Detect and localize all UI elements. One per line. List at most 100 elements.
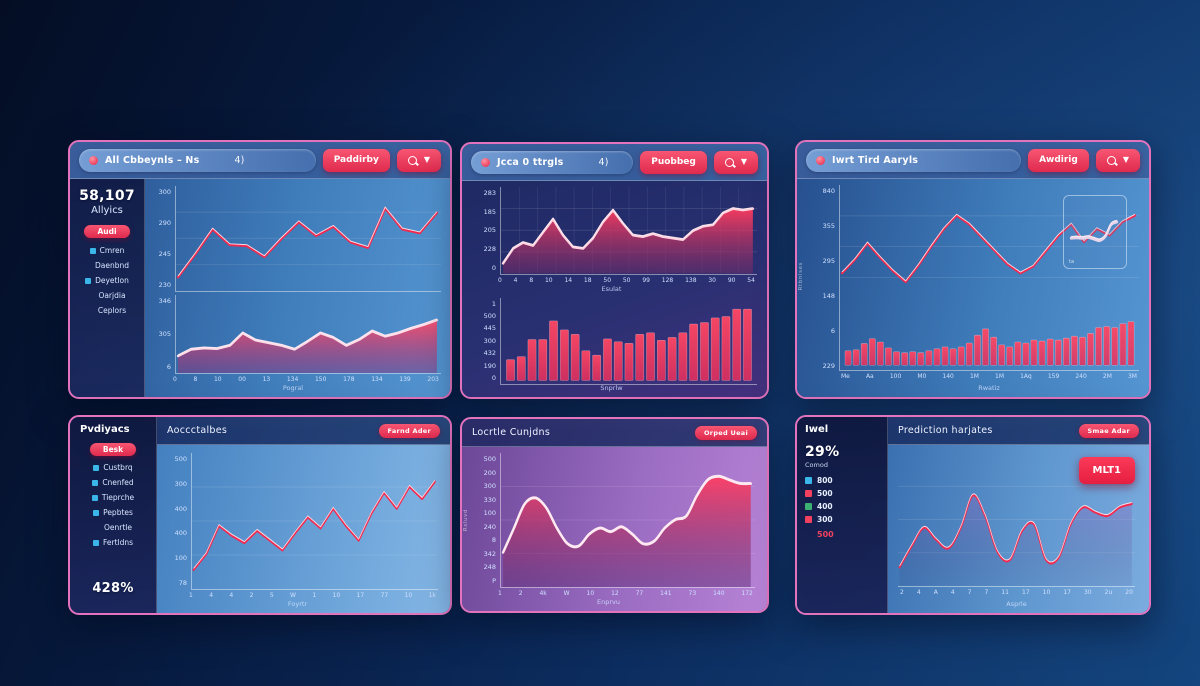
panel4-header: Aoccctalbes Farnd Ader [157, 417, 450, 445]
axis-tick-label: 7 [967, 589, 972, 596]
menu-item-label: Deyetlon [95, 276, 129, 285]
bar-chart [500, 297, 757, 385]
panel-area-bars: Jcca 0 ttrgls 4) Puobbeg ▼ 283 185 205 228 0… [460, 142, 769, 399]
axis-tick-label: 0 [491, 373, 496, 382]
sidebar-menu-item[interactable]: Tieprche [74, 491, 152, 505]
inset-sparkline-chart [1069, 219, 1119, 243]
menu-item-label: Tieprche [101, 493, 135, 502]
axis-tick-label: 140 [713, 590, 725, 597]
sidebar-menu-item[interactable]: Fertldns [74, 536, 152, 550]
menu-item-label: Custbrq [103, 463, 133, 472]
axis-tick-label: 138 [685, 276, 697, 284]
menu-item-label: Cmren [99, 246, 125, 255]
axis-tick-label: 139 [399, 376, 411, 383]
axis-tick-label: 228 [483, 244, 496, 253]
axis-tick-label: 20 [1125, 589, 1133, 596]
sidebar-menu-item[interactable]: Daenbnd [70, 259, 144, 273]
y-axis-title: Rtbnlses [798, 261, 804, 291]
audit-pill-button[interactable]: Audi [84, 225, 130, 238]
x-axis-ticks: 0 8 10 00 13 134 150 178 134 139 203 [171, 374, 441, 383]
panel-performance: Pvdiyacs Besk Custbrq Cnenfed [68, 415, 452, 615]
stat-label: Comod [805, 461, 828, 469]
menu-item-label: Ceplors [97, 306, 127, 315]
axis-tick-label: 141 [660, 590, 672, 597]
axis-tick-label: 10 [404, 592, 413, 599]
panel-locale-area: Locrtle Cunjdns Orped Ueai Rsluvd 500 200… [460, 417, 769, 613]
panel4-sidebar: Pvdiyacs Besk Custbrq Cnenfed [70, 417, 157, 613]
axis-tick-label: 1M [969, 373, 979, 380]
axis-tick-label: 100 [174, 554, 187, 563]
axis-tick-label: 17 [1022, 589, 1030, 596]
panel-trend-analysis: Iwrt Tird Aaryls Awdirig ▼ Rtbnlses 840 3… [795, 140, 1151, 399]
axis-tick-label: 10 [586, 590, 595, 597]
sidebar-menu-item[interactable]: Oarjdia [70, 289, 144, 303]
sidebar-menu-item[interactable]: Pepbtes [74, 506, 152, 520]
sidebar-menu-item[interactable]: Cmren [70, 244, 144, 258]
axis-tick-label: 355 [822, 222, 835, 230]
legend-label: 500 [817, 489, 833, 498]
axis-tick-label: 1 [312, 592, 317, 599]
sidebar-menu-item[interactable]: Cnenfed [74, 476, 152, 490]
sidebar-menu-item[interactable]: Oenrtle [74, 521, 152, 535]
axis-tick-label: 10 [544, 276, 553, 284]
axis-tick-label: 172 [741, 590, 753, 597]
axis-tick-label: 229 [822, 362, 835, 370]
x-axis-label: Snprlw [600, 384, 623, 392]
y-axis-ticks: 1 500 445 300 432 190 0 [466, 298, 500, 385]
axis-tick-label: 240 [483, 522, 496, 531]
axis-tick-label: P [492, 576, 496, 585]
smooth-area-chart [500, 453, 755, 588]
search-filter-button[interactable]: ▼ [1095, 148, 1140, 172]
share-button[interactable]: Smae Adar [1078, 423, 1139, 438]
sidebar-title: Pvdiyacs [80, 424, 130, 435]
axis-tick-label: 4k [539, 590, 547, 597]
axis-tick-label: 295 [822, 257, 835, 265]
axis-tick-label: 840 [822, 187, 835, 195]
panel-channels-overview: All Cbbeynls – Ns 4) Paddirby ▼ 58,107 A… [68, 140, 452, 399]
axis-tick-label: 10 [213, 376, 222, 383]
search-count-badge: 4) [598, 156, 609, 168]
axis-tick-label: 0 [498, 276, 502, 284]
axis-tick-label: 150 [314, 376, 327, 383]
axis-tick-label: A [933, 589, 938, 596]
export-button[interactable]: Orped Ueai [694, 425, 757, 440]
sidebar-menu-item[interactable]: Ceplors [70, 304, 144, 318]
axis-tick-label: 17 [356, 592, 365, 599]
axis-tick-label: 0 [173, 376, 177, 383]
filter-icon: ▼ [1122, 155, 1129, 164]
sidebar-menu-item[interactable]: Deyetlon [70, 274, 144, 288]
x-axis-label: Foyrtr [287, 600, 308, 608]
prediction-callout-badge: MLT1 [1078, 457, 1135, 484]
pending-button[interactable]: Puobbeg [640, 150, 707, 174]
x-axis-label: Esulat [601, 284, 622, 293]
trend-alert-button[interactable]: Farnd Ader [378, 423, 440, 438]
legend-swatch-icon [805, 516, 812, 523]
axis-tick-label: W [290, 592, 296, 599]
search-input[interactable]: Iwrt Tird Aaryls [806, 148, 1022, 172]
axis-tick-label: 10 [1042, 589, 1051, 596]
sidebar-menu-item[interactable]: Custbrq [74, 461, 152, 475]
pending-button[interactable]: Paddirby [322, 148, 390, 172]
legend-item: 500 [805, 489, 883, 498]
axis-tick-label: 4 [950, 589, 955, 596]
axis-tick-label: 99 [642, 276, 650, 284]
axis-tick-label: Me [841, 373, 850, 380]
pending-button[interactable]: Awdirig [1028, 148, 1089, 172]
axis-tick-label: 54 [747, 276, 755, 284]
search-filter-button[interactable]: ▼ [713, 150, 758, 174]
axis-tick-label: 1M [995, 373, 1005, 380]
axis-tick-label: 90 [727, 276, 736, 284]
axis-tick-label: 1 [498, 590, 502, 597]
mini-preview-card[interactable]: ta [1063, 195, 1127, 269]
search-input[interactable]: Jcca 0 ttrgls 4) [471, 150, 634, 174]
legend-label: 400 [817, 502, 833, 511]
search-input[interactable]: All Cbbeynls – Ns 4) [79, 148, 316, 172]
menu-item-icon [93, 465, 100, 471]
search-filter-button[interactable]: ▼ [396, 148, 441, 172]
panel5-header: Locrtle Cunjdns Orped Ueai [462, 419, 767, 447]
best-pill-button[interactable]: Besk [89, 443, 137, 456]
axis-tick-label: 159 [1047, 373, 1060, 380]
axis-tick-label: 18 [583, 276, 592, 284]
axis-tick-label: 134 [371, 376, 383, 383]
y-axis-ticks: 840 355 295 148 6 229 [797, 185, 839, 394]
